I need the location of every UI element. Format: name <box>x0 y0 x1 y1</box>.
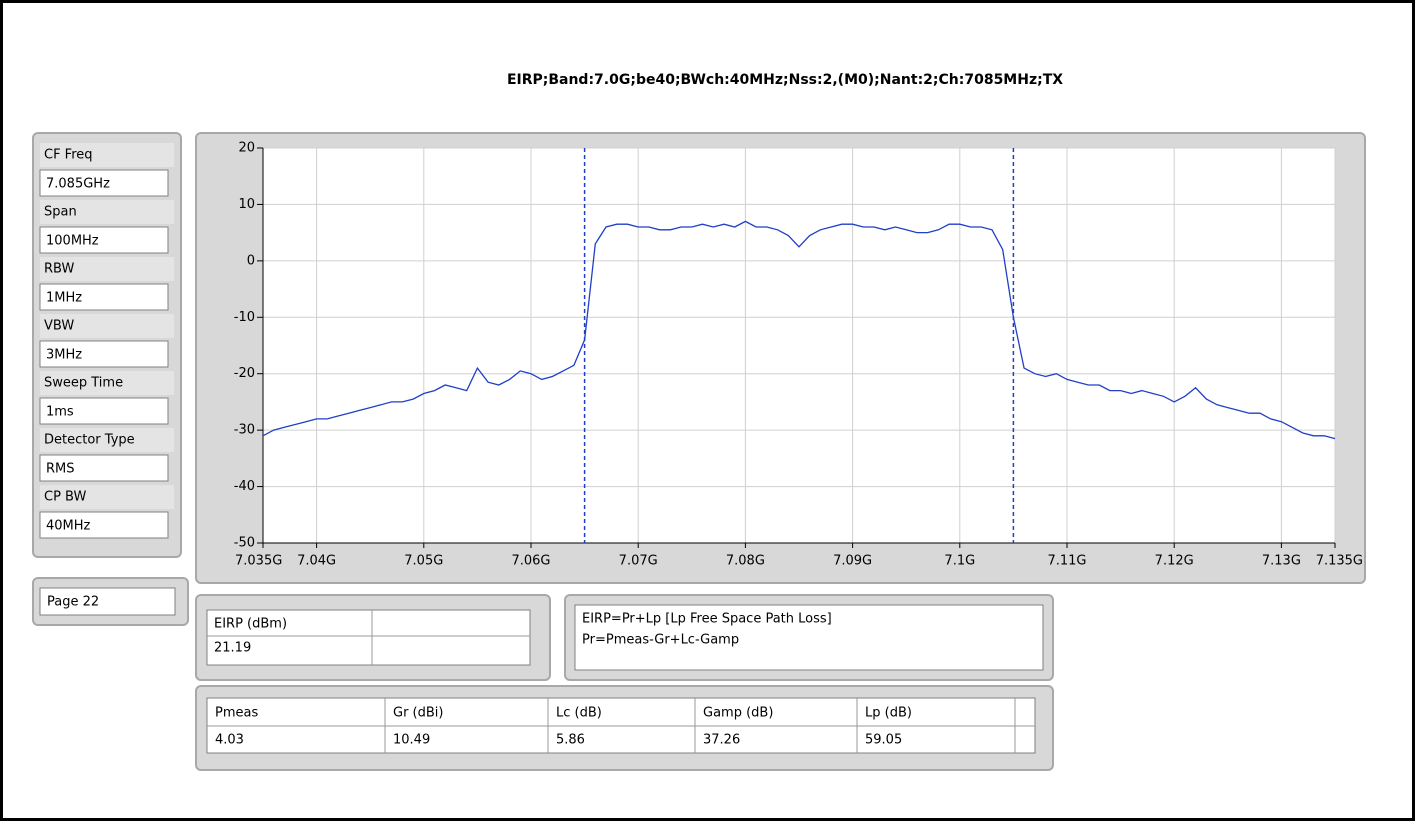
setting-value: 1ms <box>46 405 74 420</box>
x-tick-label: 7.035G <box>235 554 282 569</box>
setting-label: CF Freq <box>44 148 93 163</box>
setting-value: 1MHz <box>46 291 82 306</box>
x-tick-label: 7.04G <box>297 554 336 569</box>
y-tick-label: 0 <box>247 253 255 268</box>
formula-line: EIRP=Pr+Lp [Lp Free Space Path Loss] <box>582 612 832 627</box>
y-tick-label: -10 <box>234 310 255 325</box>
params-value: 4.03 <box>215 733 244 748</box>
formula-box <box>574 604 1044 671</box>
y-tick-label: -20 <box>234 366 255 381</box>
x-tick-label: 7.11G <box>1047 554 1086 569</box>
setting-label-bg <box>40 200 174 224</box>
x-tick-label: 7.07G <box>619 554 658 569</box>
setting-label: Sweep Time <box>44 376 123 391</box>
page-label: Page 22 <box>47 595 99 610</box>
x-tick-label: 7.06G <box>511 554 550 569</box>
setting-label-bg <box>40 428 174 452</box>
setting-value: 100MHz <box>46 234 99 249</box>
x-tick-label: 7.1G <box>944 554 975 569</box>
setting-label: Span <box>44 205 77 220</box>
params-header: Lp (dB) <box>865 706 912 721</box>
setting-value: 3MHz <box>46 348 82 363</box>
params-header: Gamp (dB) <box>703 706 773 721</box>
params-value: 37.26 <box>703 733 740 748</box>
params-value: 59.05 <box>865 733 902 748</box>
setting-label: VBW <box>44 319 74 334</box>
params-header: Gr (dBi) <box>393 706 443 721</box>
setting-box <box>39 454 169 482</box>
x-tick-label: 7.135G <box>1316 554 1363 569</box>
chart-title: EIRP;Band:7.0G;be40;BWch:40MHz;Nss:2,(M0… <box>507 72 1063 88</box>
setting-box <box>39 397 169 425</box>
setting-label: Detector Type <box>44 433 135 448</box>
setting-label: CP BW <box>44 490 87 505</box>
setting-label-bg <box>40 257 174 281</box>
setting-label: RBW <box>44 262 74 277</box>
spectrum-line <box>262 220 1336 440</box>
setting-box <box>39 283 169 311</box>
page-box <box>39 587 176 616</box>
plot-area <box>263 148 1335 543</box>
y-tick-label: -30 <box>234 423 255 438</box>
setting-label-bg <box>40 143 174 167</box>
x-tick-label: 7.12G <box>1155 554 1194 569</box>
eirp-header: EIRP (dBm) <box>214 617 287 632</box>
y-tick-label: 20 <box>238 141 255 156</box>
params-header: Lc (dB) <box>556 706 602 721</box>
setting-label-bg <box>40 371 174 395</box>
setting-label-bg <box>40 314 174 338</box>
setting-value: RMS <box>46 462 75 477</box>
y-tick-label: -50 <box>234 536 255 551</box>
params-value: 5.86 <box>556 733 585 748</box>
params-value: 10.49 <box>393 733 430 748</box>
eirp-value: 21.19 <box>214 641 251 656</box>
y-tick-label: -40 <box>234 479 255 494</box>
setting-box <box>39 511 169 539</box>
formula-line: Pr=Pmeas-Gr+Lc-Gamp <box>582 633 739 648</box>
setting-box <box>39 226 169 254</box>
x-tick-label: 7.09G <box>833 554 872 569</box>
setting-value: 7.085GHz <box>46 177 110 192</box>
setting-value: 40MHz <box>46 519 91 534</box>
setting-box <box>39 340 169 368</box>
setting-label-bg <box>40 485 174 509</box>
x-tick-label: 7.08G <box>726 554 765 569</box>
x-tick-label: 7.05G <box>404 554 443 569</box>
y-tick-label: 10 <box>238 197 255 212</box>
x-tick-label: 7.13G <box>1262 554 1301 569</box>
setting-box <box>39 169 169 197</box>
eirp-table <box>206 609 531 666</box>
params-header: Pmeas <box>215 706 258 721</box>
